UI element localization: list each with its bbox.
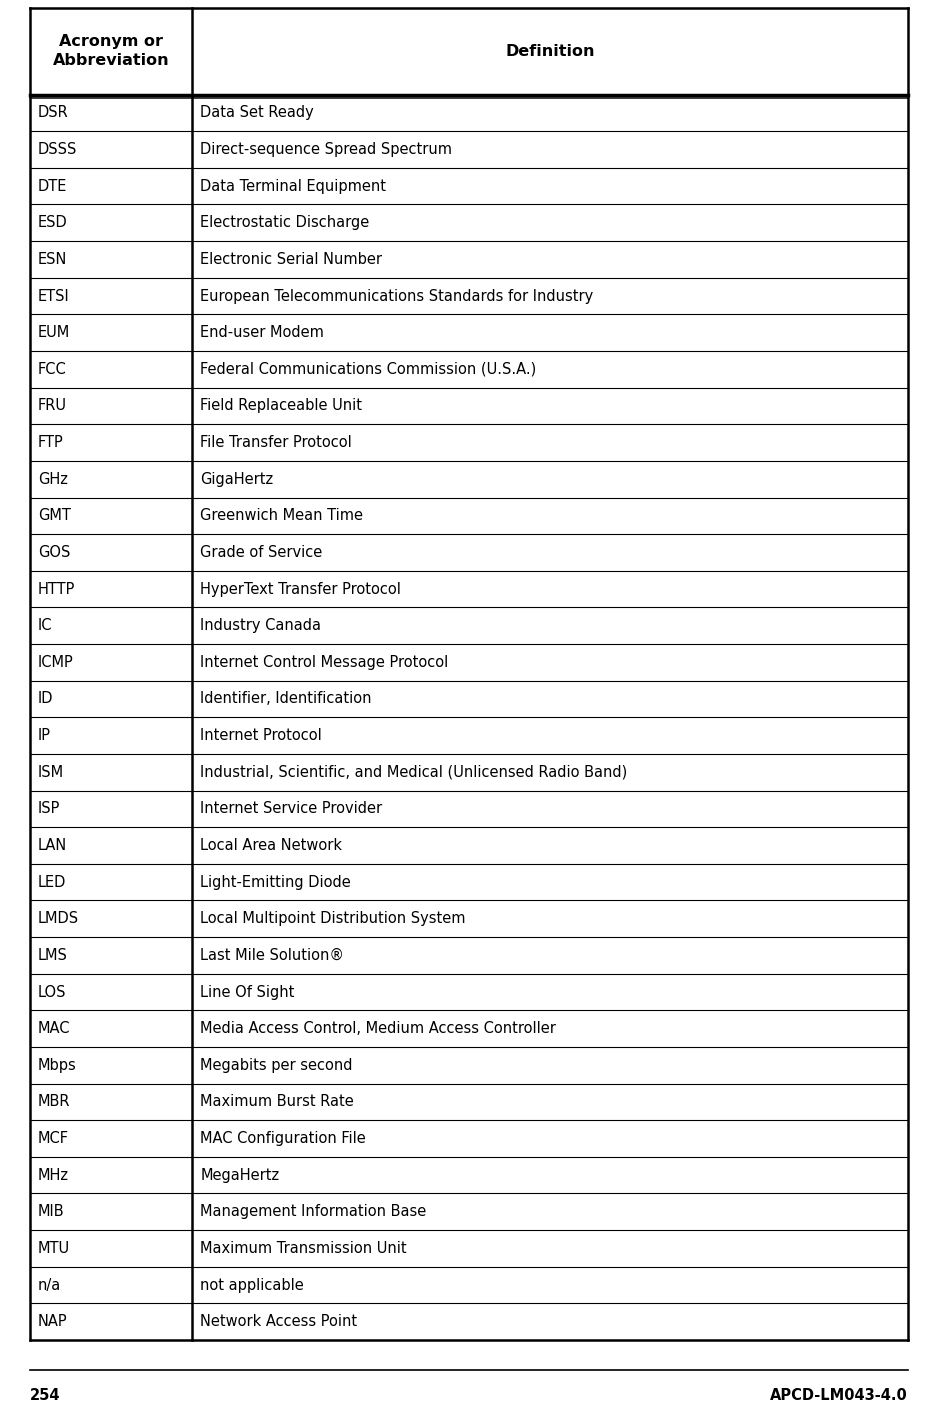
Text: n/a: n/a [38,1278,61,1293]
Text: Industrial, Scientific, and Medical (Unlicensed Radio Band): Industrial, Scientific, and Medical (Unl… [201,764,628,780]
Text: DSSS: DSSS [38,142,77,157]
Text: Identifier, Identification: Identifier, Identification [201,692,372,706]
Text: LAN: LAN [38,838,68,854]
Text: Internet Service Provider: Internet Service Provider [201,801,383,817]
Text: 254: 254 [30,1387,60,1402]
Text: File Transfer Protocol: File Transfer Protocol [201,435,352,450]
Text: ESD: ESD [38,216,68,230]
Text: Data Terminal Equipment: Data Terminal Equipment [201,179,386,194]
Text: Maximum Burst Rate: Maximum Burst Rate [201,1095,355,1109]
Text: Electronic Serial Number: Electronic Serial Number [201,252,383,267]
Text: Network Access Point: Network Access Point [201,1314,357,1329]
Text: not applicable: not applicable [201,1278,304,1293]
Text: Local Area Network: Local Area Network [201,838,342,854]
Text: Management Information Base: Management Information Base [201,1204,427,1219]
Text: LOS: LOS [38,984,67,1000]
Text: GHz: GHz [38,472,68,486]
Text: ESN: ESN [38,252,68,267]
Text: LMDS: LMDS [38,912,79,926]
Text: DSR: DSR [38,105,68,121]
Text: Acronym or
Abbreviation: Acronym or Abbreviation [53,34,170,68]
Text: FTP: FTP [38,435,64,450]
Text: NAP: NAP [38,1314,68,1329]
Text: FCC: FCC [38,362,67,377]
Text: Definition: Definition [506,44,595,58]
Text: Media Access Control, Medium Access Controller: Media Access Control, Medium Access Cont… [201,1021,556,1037]
Text: ETSI: ETSI [38,288,69,303]
Text: Local Multipoint Distribution System: Local Multipoint Distribution System [201,912,466,926]
Text: Federal Communications Commission (U.S.A.): Federal Communications Commission (U.S.A… [201,362,537,377]
Text: European Telecommunications Standards for Industry: European Telecommunications Standards fo… [201,288,594,303]
Text: LED: LED [38,875,67,889]
Text: Last Mile Solution®: Last Mile Solution® [201,947,344,963]
Text: FRU: FRU [38,398,67,414]
Text: GMT: GMT [38,508,71,523]
Text: Industry Canada: Industry Canada [201,618,322,634]
Text: Internet Protocol: Internet Protocol [201,727,322,743]
Text: Grade of Service: Grade of Service [201,545,323,560]
Text: GigaHertz: GigaHertz [201,472,274,486]
Text: Light-Emitting Diode: Light-Emitting Diode [201,875,351,889]
Text: MTU: MTU [38,1241,70,1256]
Text: Megabits per second: Megabits per second [201,1058,353,1073]
Text: Direct-sequence Spread Spectrum: Direct-sequence Spread Spectrum [201,142,452,157]
Text: Internet Control Message Protocol: Internet Control Message Protocol [201,655,448,669]
Text: HTTP: HTTP [38,581,75,597]
Text: MegaHertz: MegaHertz [201,1167,280,1183]
Text: ISP: ISP [38,801,60,817]
Text: Maximum Transmission Unit: Maximum Transmission Unit [201,1241,407,1256]
Text: ID: ID [38,692,53,706]
Text: ICMP: ICMP [38,655,74,669]
Text: MBR: MBR [38,1095,70,1109]
Text: MAC Configuration File: MAC Configuration File [201,1132,366,1146]
Text: IP: IP [38,727,51,743]
Text: MAC: MAC [38,1021,70,1037]
Text: Greenwich Mean Time: Greenwich Mean Time [201,508,363,523]
Text: IC: IC [38,618,53,634]
Text: End-user Modem: End-user Modem [201,325,325,340]
Text: MHz: MHz [38,1167,69,1183]
Text: APCD-LM043-4.0: APCD-LM043-4.0 [770,1387,908,1402]
Text: Line Of Sight: Line Of Sight [201,984,295,1000]
Text: MIB: MIB [38,1204,65,1219]
Text: GOS: GOS [38,545,70,560]
Text: Field Replaceable Unit: Field Replaceable Unit [201,398,362,414]
Text: MCF: MCF [38,1132,69,1146]
Text: Data Set Ready: Data Set Ready [201,105,314,121]
Text: HyperText Transfer Protocol: HyperText Transfer Protocol [201,581,401,597]
Text: Electrostatic Discharge: Electrostatic Discharge [201,216,370,230]
Text: ISM: ISM [38,764,64,780]
Text: Mbps: Mbps [38,1058,77,1073]
Text: EUM: EUM [38,325,70,340]
Text: DTE: DTE [38,179,68,194]
Text: LMS: LMS [38,947,68,963]
